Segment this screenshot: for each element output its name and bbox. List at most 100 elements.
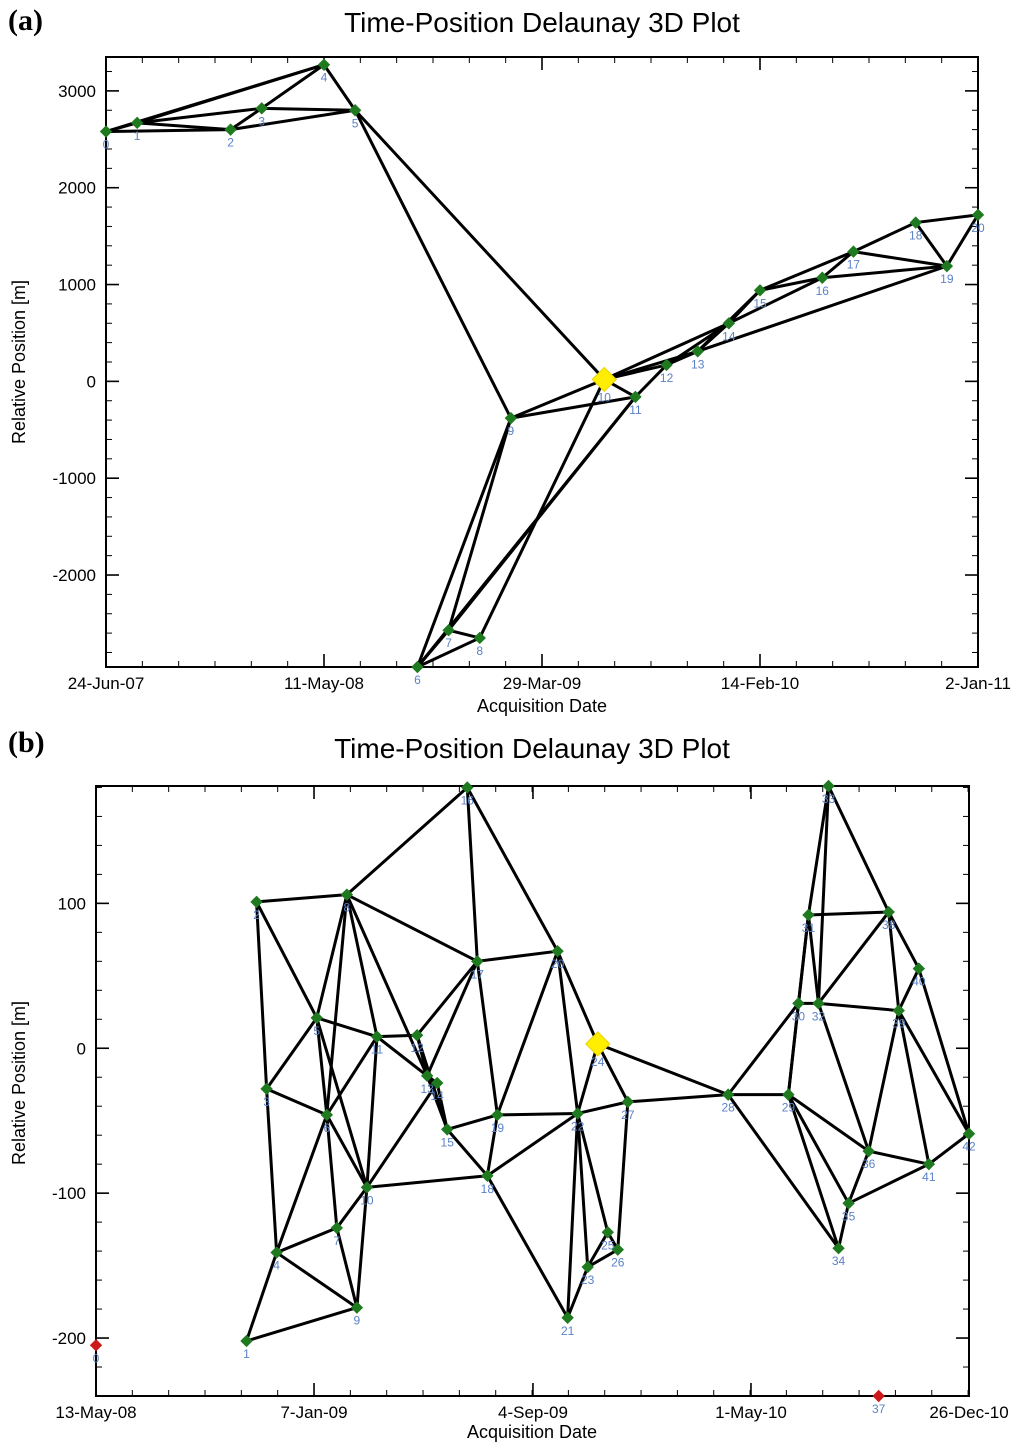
acquisition-label: 11 (629, 403, 642, 417)
acquisition-marker (224, 123, 237, 136)
acquisition-label: 27 (621, 1108, 635, 1122)
delaunay-edge (345, 893, 379, 1039)
outlier-acquisition-marker (89, 1339, 103, 1352)
acquisition-marker (255, 102, 268, 115)
acquisition-marker (310, 1011, 323, 1025)
delaunay-edge (447, 416, 513, 632)
delaunay-edge (945, 213, 980, 268)
acquisition-label: 20 (971, 221, 985, 235)
delaunay-edge (820, 264, 949, 280)
acquisition-marker (862, 1144, 875, 1158)
delaunay-edge (255, 900, 269, 1091)
acquisition-label: 5 (313, 1024, 320, 1038)
x-axis-label: Acquisition Date (477, 696, 607, 716)
delaunay-edge (345, 893, 479, 963)
delaunay-edge (726, 1001, 800, 1097)
delaunay-edge (375, 1035, 429, 1078)
delaunay-edge (245, 1306, 359, 1343)
delaunay-edge (335, 1185, 369, 1230)
tick-group: 24-Jun-07 11-May-08 29-Mar-09 14-Feb-10 2-Ja… (53, 57, 1011, 693)
delaunay-edge (229, 108, 357, 132)
delaunay-edge (914, 213, 980, 225)
delaunay-edge (576, 1111, 590, 1269)
acquisition-label: 31 (802, 921, 816, 935)
acquisition-marker (629, 390, 642, 404)
delaunay-edge (495, 1111, 580, 1117)
acquisition-marker (909, 216, 922, 229)
delaunay-edge (275, 1251, 359, 1310)
delaunay-edge (322, 63, 357, 112)
acquisition-label: 33 (822, 792, 836, 806)
y-tick-label: 2000 (58, 179, 96, 198)
acquisition-marker (912, 962, 926, 975)
acquisition-label: 39 (892, 1017, 906, 1031)
x-tick-label: 13-May-08 (55, 1403, 136, 1422)
delaunay-edge (365, 1081, 439, 1189)
acquisition-marker (571, 1107, 584, 1120)
acquisition-label: 18 (481, 1182, 495, 1196)
delaunay-edge (260, 106, 357, 112)
chart-panel-a: (a) Time-Position Delaunay 3D Plot Acqui… (0, 0, 1024, 722)
acquisition-label: 7 (445, 636, 452, 650)
acquisition-marker (440, 1123, 454, 1136)
acquisition-marker (847, 245, 860, 258)
chart-title: Time-Position Delaunay 3D Plot (344, 7, 740, 38)
y-axis-label: Relative Position [m] (9, 1001, 29, 1165)
delaunay-edge (265, 1016, 319, 1091)
delaunay-edge (135, 121, 233, 132)
delaunay-edge (851, 250, 949, 268)
acquisition-label: 35 (842, 1209, 856, 1223)
acquisition-marker (250, 895, 263, 909)
acquisition-marker (660, 358, 673, 372)
acquisition-label: 37 (872, 1402, 886, 1416)
delaunay-edge (867, 1009, 901, 1153)
panel-letter: (a) (8, 4, 43, 37)
y-tick-label: 0 (87, 372, 96, 391)
y-axis-label: Relative Position [m] (9, 280, 29, 444)
acquisition-label: 11 (371, 1043, 384, 1057)
x-tick-label: 11-May-08 (284, 674, 364, 693)
delaunay-edge (816, 784, 831, 1005)
delaunay-edge (509, 395, 637, 420)
acquisition-marker (561, 1311, 574, 1324)
delaunay-edge (135, 106, 264, 125)
delaunay-edge (475, 949, 560, 963)
acquisition-label: 13 (691, 357, 705, 371)
delaunay-edge (315, 893, 349, 1020)
acquisition-label: 34 (832, 1254, 846, 1268)
delaunay-edge (447, 395, 637, 632)
delaunay-edge (325, 893, 349, 1117)
acquisition-label: 19 (940, 272, 954, 286)
delaunay-edge (806, 913, 820, 1005)
acquisition-label: 29 (782, 1101, 796, 1115)
delaunay-edge (435, 1081, 449, 1131)
acquisition-marker (420, 1069, 434, 1082)
delaunay-edge (887, 910, 901, 1013)
acquisition-label: 8 (344, 901, 351, 915)
acquisition-label: 26 (611, 1256, 625, 1270)
delaunay-edge (616, 1100, 630, 1252)
acquisition-label: 24 (591, 1055, 605, 1069)
x-tick-label: 24-Jun-07 (68, 674, 145, 693)
acquisition-label: 15 (753, 296, 767, 310)
delaunay-edge (255, 893, 349, 904)
acquisition-marker (812, 997, 825, 1010)
delaunay-edge (465, 785, 479, 963)
acquisition-label: 17 (847, 258, 861, 272)
acquisition-label: 6 (414, 673, 421, 687)
acquisition-marker (360, 1181, 374, 1194)
panel-letter: (b) (8, 726, 45, 759)
acquisition-marker (330, 1221, 344, 1235)
acquisition-label: 13 (420, 1082, 434, 1096)
acquisition-label: 20 (551, 957, 565, 971)
x-axis-label: Acquisition Date (467, 1422, 597, 1442)
acquisition-marker (491, 1108, 504, 1122)
delaunay-edge (465, 785, 560, 953)
acquisition-label: 1 (134, 129, 141, 143)
delaunay-edge (315, 1016, 329, 1117)
delaunay-edge (696, 264, 949, 353)
delaunay-edge (104, 128, 233, 134)
delaunay-edge (260, 63, 326, 110)
delaunay-edge (375, 1033, 419, 1039)
acquisition-label: 3 (258, 114, 265, 128)
